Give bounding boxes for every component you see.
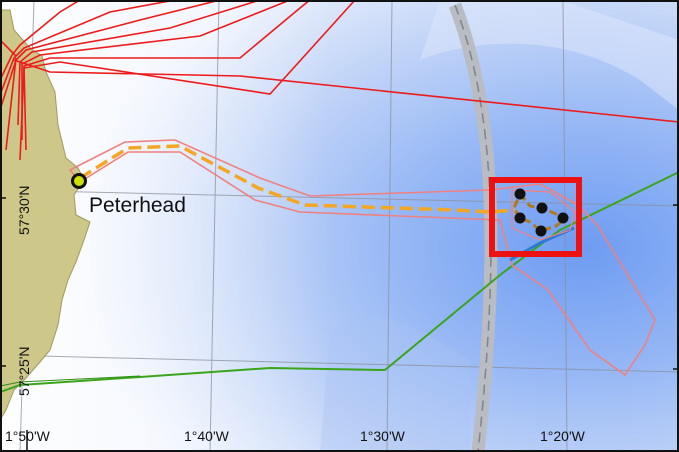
longitude-tick-label: 1°30'W <box>360 428 406 444</box>
wind-turbine <box>536 202 548 214</box>
bathymetry-patch <box>320 317 470 452</box>
cable-route <box>19 0 356 161</box>
cable-route <box>21 0 291 140</box>
wind-turbine <box>535 225 547 237</box>
place-label-peterhead: Peterhead <box>89 194 186 217</box>
highlight-box <box>489 177 582 257</box>
cable-route <box>0 39 17 57</box>
parallel-line <box>0 354 679 373</box>
cable-route <box>23 0 311 151</box>
cable-route <box>0 0 176 96</box>
wind-turbine <box>514 212 526 224</box>
cable-route <box>5 57 17 151</box>
port-marker <box>71 173 87 189</box>
cable-route <box>0 0 81 81</box>
wind-turbine <box>557 212 569 224</box>
export-cable-corridor <box>68 139 656 377</box>
wind-farm-array <box>511 188 576 241</box>
longitude-tick-label: 1°40'W <box>184 428 230 444</box>
meridian-line <box>562 0 568 452</box>
cable-routes <box>0 0 679 161</box>
export-cable-route <box>79 144 516 214</box>
cable-route <box>17 0 261 126</box>
parallel-line <box>0 189 679 207</box>
green-cable-route-secondary <box>0 375 141 387</box>
bathymetry-patch <box>420 0 679 110</box>
cable-route <box>13 59 679 123</box>
latitude-tick-label: 57°30'N <box>16 185 32 235</box>
longitude-tick-label: 1°20'W <box>540 428 586 444</box>
cable-route <box>0 0 221 111</box>
longitude-tick-label: 1°50'W <box>5 428 51 444</box>
array-site-outline <box>511 189 576 241</box>
shipping-lane-centerline <box>454 4 492 452</box>
wind-turbine <box>514 188 526 200</box>
latitude-tick-label: 57°25'N <box>16 346 32 396</box>
meridian-line <box>386 0 393 452</box>
